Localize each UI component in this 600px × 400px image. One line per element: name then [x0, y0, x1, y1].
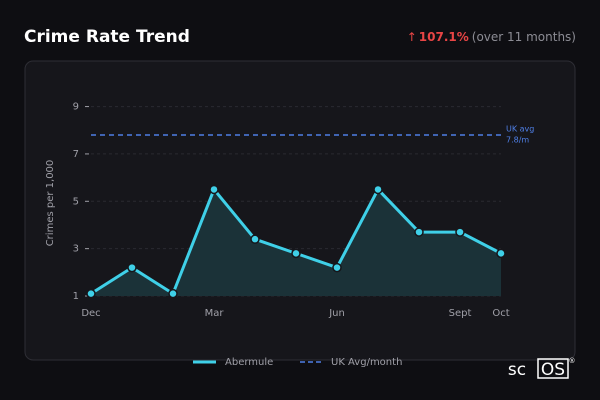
x-tick-label: Mar: [205, 308, 225, 319]
point: [332, 262, 342, 273]
y-tick-label: 3: [73, 244, 79, 255]
y-axis-label: Crimes per 1,000: [45, 160, 56, 247]
area: [91, 189, 501, 296]
change-note: (over 11 months): [472, 30, 576, 44]
logo-text: sc: [508, 360, 526, 380]
point: [86, 288, 96, 299]
change-arrow: ↑: [407, 30, 417, 44]
y-tick-label: 9: [73, 102, 79, 113]
reference-label: UK avg: [506, 124, 534, 133]
x-tick-label: Oct: [492, 308, 509, 319]
x-tick-label: Dec: [81, 308, 100, 319]
point: [414, 227, 424, 237]
x-tick-label: Sept: [449, 308, 472, 319]
point: [250, 234, 260, 244]
y-tick-label: 1: [73, 291, 79, 302]
point: [496, 248, 506, 259]
x-tick-label: Jun: [328, 308, 345, 319]
point: [127, 262, 137, 273]
title: Crime Rate Trend: [24, 27, 190, 47]
y-tick-label: 7: [73, 149, 79, 160]
logo-mark: ®: [569, 357, 576, 365]
point: [373, 184, 383, 195]
point: [168, 288, 178, 299]
point: [455, 227, 465, 237]
point: [209, 184, 219, 195]
change-value: 107.1%: [419, 30, 469, 44]
legend-label: UK Avg/month: [331, 357, 402, 368]
reference-label: 7.8/m: [506, 135, 529, 144]
point: [291, 248, 301, 259]
change-summary: ↑ 107.1% (over 11 months): [407, 30, 576, 44]
y-tick-label: 5: [73, 196, 79, 207]
logo-text: OS: [541, 360, 565, 380]
legend-label: Abermule: [225, 357, 273, 368]
logo-box: [537, 358, 569, 379]
